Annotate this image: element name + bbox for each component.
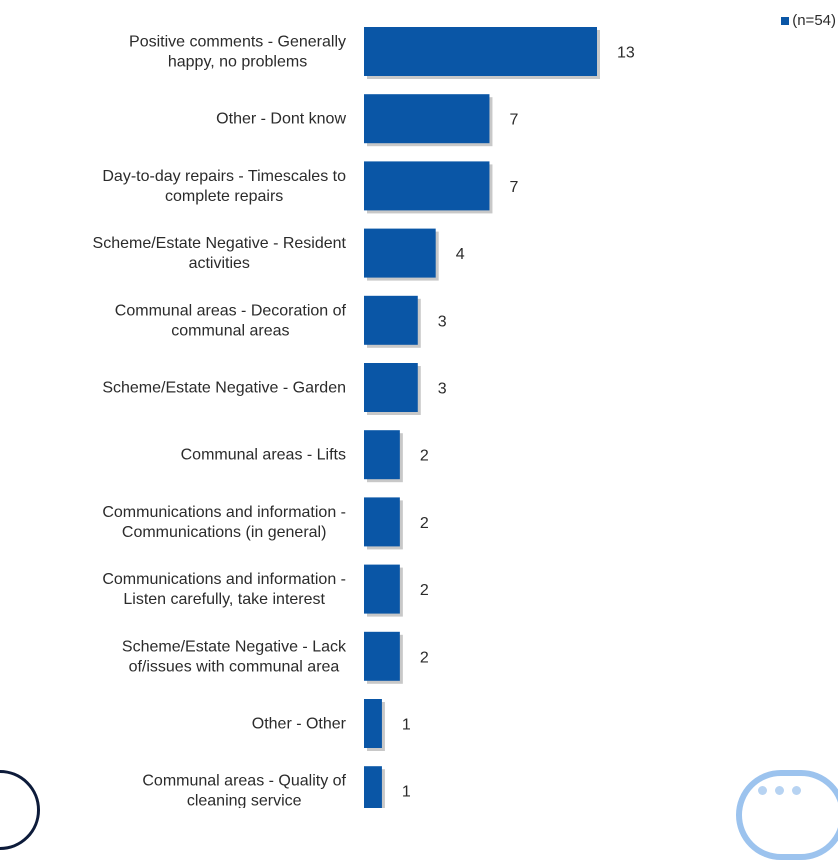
- chat-dot: [775, 786, 784, 795]
- category-label-line: Other - Dont know: [216, 111, 346, 128]
- bar: [364, 699, 382, 748]
- category-label: Communal areas - Quality of cleaning serv…: [142, 773, 346, 808]
- value-label: 3: [438, 381, 447, 398]
- value-label: 4: [456, 246, 465, 263]
- category-label-line: cleaning service: [187, 793, 302, 808]
- chat-dots-icon: [758, 786, 801, 795]
- legend: (n=54): [781, 12, 836, 29]
- category-label: Other - Other: [252, 716, 347, 733]
- value-label: 7: [509, 112, 518, 129]
- legend-swatch: [781, 16, 790, 25]
- value-label: 1: [402, 717, 411, 734]
- bar: [364, 430, 400, 480]
- bar: [364, 228, 436, 278]
- value-label: 2: [420, 649, 429, 666]
- category-label-line: Scheme/Estate Negative - Garden: [102, 380, 346, 397]
- value-label: 3: [438, 313, 447, 330]
- category-label: Communications and information - Listen c…: [102, 571, 346, 608]
- category-label-line: Communal areas - Decoration of: [115, 302, 347, 319]
- bar: [364, 564, 400, 614]
- bar: [364, 94, 490, 144]
- legend-label: (n=54): [792, 12, 836, 29]
- value-labels: 13 7 7 4 3 3 2 2 2 2 1 1: [402, 45, 635, 801]
- value-label: 13: [617, 45, 635, 62]
- category-label: Day-to-day repairs - Timescales to comple…: [102, 168, 346, 205]
- category-label-line: Communications (in general): [122, 524, 327, 541]
- category-label-line: Scheme/Estate Negative - Resident: [93, 235, 347, 252]
- category-label: Scheme/Estate Negative - Garden: [102, 380, 346, 397]
- category-label: Other - Dont know: [216, 111, 346, 128]
- bars: [364, 27, 597, 808]
- category-label-line: Communal areas - Quality of: [142, 773, 346, 790]
- category-label-line: happy, no problems: [168, 54, 307, 71]
- bar: [364, 295, 418, 345]
- category-label-line: Listen carefully, take interest: [123, 591, 325, 608]
- category-label-line: complete repairs: [165, 188, 283, 205]
- category-label: Communal areas - Decoration of communal a…: [115, 302, 347, 339]
- category-label-line: Communications and information -: [102, 504, 346, 521]
- bar-chart: Positive comments - Generally happy, no p…: [93, 27, 635, 809]
- category-label-line: Other - Other: [252, 716, 347, 733]
- bar: [364, 363, 418, 412]
- category-label: Communications and information - Communic…: [102, 504, 346, 541]
- value-label: 2: [420, 582, 429, 599]
- category-label-line: Positive comments - Generally: [129, 34, 346, 51]
- category-label: Scheme/Estate Negative - Lack of/issues w…: [122, 638, 347, 675]
- category-label: Scheme/Estate Negative - Resident activit…: [93, 235, 347, 272]
- chat-dot: [758, 786, 767, 795]
- category-label: Communal areas - Lifts: [181, 447, 346, 464]
- bar: [364, 631, 400, 681]
- value-label: 7: [509, 179, 518, 196]
- category-label-line: Scheme/Estate Negative - Lack: [122, 638, 347, 655]
- value-label: 1: [402, 784, 411, 801]
- chat-bubble-icon[interactable]: [736, 770, 838, 860]
- bar: [364, 766, 382, 808]
- category-label-line: activities: [189, 255, 250, 272]
- category-label-line: Communal areas - Lifts: [181, 447, 346, 464]
- bar: [364, 161, 490, 211]
- value-label: 2: [420, 515, 429, 532]
- category-label-line: of/issues with communal area: [129, 658, 340, 675]
- category-label-line: Day-to-day repairs - Timescales to: [102, 168, 346, 185]
- bar-shadows: [367, 30, 600, 808]
- value-label: 2: [420, 448, 429, 465]
- category-label-line: Communications and information -: [102, 571, 346, 588]
- category-labels: Positive comments - Generally happy, no p…: [93, 34, 347, 809]
- bar: [364, 497, 400, 547]
- bar: [364, 27, 597, 76]
- category-label-line: communal areas: [171, 322, 289, 339]
- chat-dot: [792, 786, 801, 795]
- category-label: Positive comments - Generally happy, no p…: [129, 34, 346, 71]
